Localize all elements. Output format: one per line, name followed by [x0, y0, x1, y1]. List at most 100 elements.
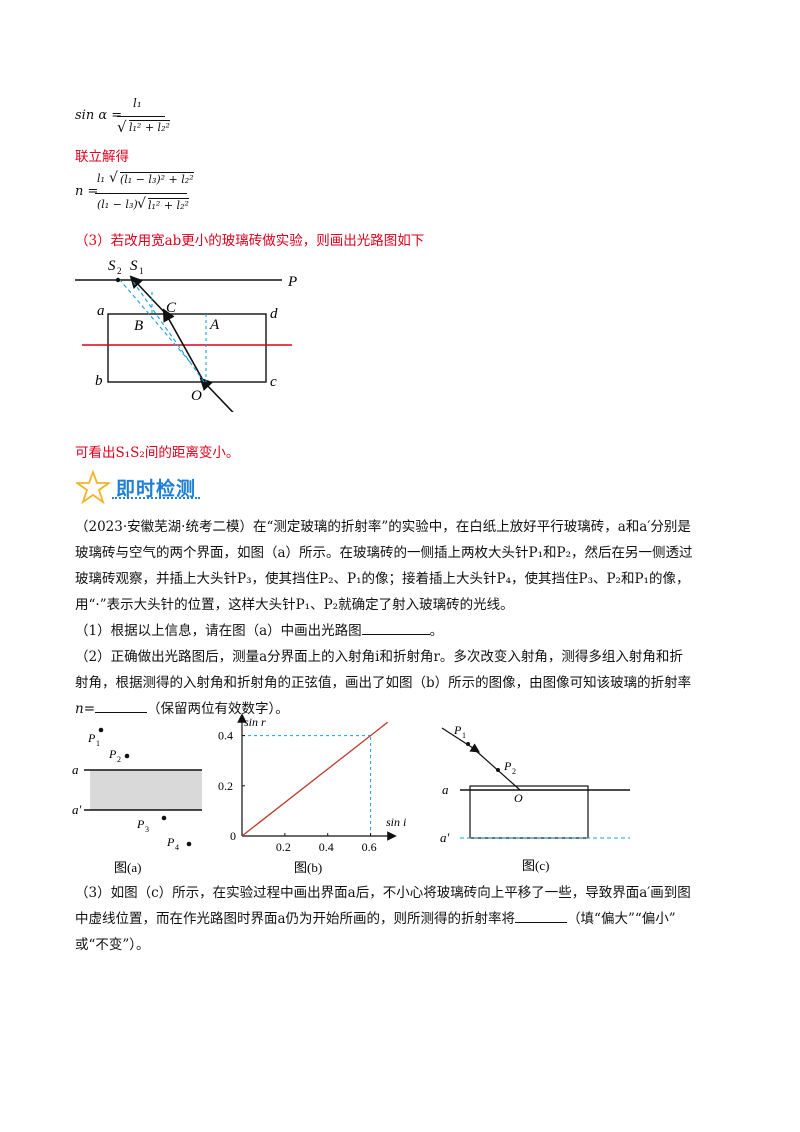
question-1: （1）根据以上信息，请在图（a）中画出光路图 。 — [75, 618, 443, 644]
question-1-text: （1）根据以上信息，请在图（a）中画出光路图 — [75, 623, 362, 639]
ray-incident — [199, 377, 234, 412]
formula2-num-a: l₁ — [97, 172, 105, 185]
x-tick-label: 0.2 — [276, 840, 291, 854]
label-P1-sub: 1 — [96, 739, 100, 748]
label-B: B — [134, 318, 143, 334]
label-P1-c-sub: 1 — [462, 731, 466, 740]
figure-c: P 1 P 2 O a a′ 图(c) — [440, 723, 630, 873]
y-tick-label: 0.4 — [218, 729, 233, 743]
formula1-numerator: l₁ — [133, 96, 142, 110]
label-P1-c: P — [453, 723, 462, 737]
label-a-c: a — [442, 782, 449, 797]
x-tick-label: 0.4 — [319, 840, 334, 854]
glass-block-a — [90, 770, 202, 810]
label-P4: P — [166, 835, 175, 849]
part3-answer: （3）若改用宽ab更小的玻璃砖做实验，则画出光路图如下 — [75, 233, 425, 249]
banner: 即时检测 — [76, 468, 206, 506]
label-S1: S — [130, 258, 138, 274]
label-d: d — [270, 306, 278, 322]
pin-P3 — [161, 815, 167, 821]
label-a: a — [72, 762, 79, 777]
question-line-2: 玻璃砖与空气的两个界面，如图（a）所示。在玻璃砖的一侧插上两枚大头针P₁和P₂，… — [75, 545, 693, 561]
caption-b: 图(b) — [294, 860, 322, 875]
label-S2: S — [108, 258, 116, 274]
formula1-lhs: sin α = — [75, 108, 123, 123]
figure-b-chart: 0.2 0.4 0.6 0.2 0.4 sin r sin i 0 图(b) — [218, 713, 406, 875]
label-P2-c: P — [503, 759, 512, 773]
incident-ray-c — [441, 727, 481, 753]
question-2-post: （保留两位有效数字）。 — [147, 701, 289, 717]
pin-P1-c — [466, 742, 470, 746]
y-axis-label: sin r — [244, 715, 266, 729]
label-P3-sub: 3 — [145, 825, 149, 834]
answer-blank-3[interactable] — [515, 908, 568, 923]
ray-diagram-top: S 2 S 1 P a b c d A B C O — [75, 258, 297, 412]
origin-label: 0 — [230, 829, 236, 843]
label-a-prime-c: a′ — [440, 830, 450, 845]
formula-sin-alpha: sin α = l₁ √ l₁² + l₂² — [75, 96, 195, 144]
label-P3: P — [136, 817, 145, 831]
label-P4-sub: 4 — [175, 843, 179, 852]
star-icon — [76, 470, 110, 504]
conclusion: 可看出S₁S₂间的距离变小。 — [75, 445, 240, 461]
label-c: c — [270, 374, 277, 390]
label-a-prime: a′ — [72, 802, 82, 817]
sqrt-sign: √ — [137, 196, 146, 212]
formula2-den-root: l₁² + l₂² — [148, 198, 189, 212]
question-3-line-2: 中虚线位置，而在作光路图时界面a仍为开始所画的，则所测得的折射率将 （填“偏大”“… — [75, 906, 676, 932]
label-P2-sub: 2 — [117, 755, 121, 764]
y-tick-label: 0.2 — [218, 779, 233, 793]
sqrt-sign: √ — [109, 170, 118, 186]
fraction-bar — [117, 116, 165, 117]
label-P2: P — [108, 747, 117, 761]
point-S2 — [115, 277, 121, 283]
question-2-line-1: （2）正确做出光路图后，测量a分界面上的入射角i和折射角r。多次改变入射角，测得… — [75, 649, 683, 665]
x-axis-label: sin i — [386, 815, 406, 829]
label-O: O — [191, 388, 202, 404]
banner-underline — [112, 497, 200, 499]
label-S1-sub: 1 — [139, 266, 144, 276]
label-C: C — [166, 300, 177, 316]
fraction-bar — [95, 193, 187, 194]
question-3-pre: 中虚线位置，而在作光路图时界面a仍为开始所画的，则所测得的折射率将 — [75, 911, 516, 927]
label-b: b — [95, 373, 103, 389]
banner-title: 即时检测 — [116, 478, 197, 500]
caption-c: 图(c) — [522, 858, 549, 873]
answer-blank-2[interactable] — [95, 698, 148, 713]
pin-P4 — [186, 841, 192, 847]
pin-P2 — [124, 753, 130, 759]
question-line-4: 用“·”表示大头针的位置，这样大头针P₁、P₂就确定了射入玻璃砖的光线。 — [75, 597, 514, 613]
pin-P1 — [98, 727, 104, 733]
question-line-1: （2023·安徽芜湖·统考二模）在“测定玻璃的折射率”的实验中，在白纸上放好平行… — [75, 519, 691, 535]
question-line-3: 玻璃砖观察，并插上大头针P₃，使其挡住P₂、P₁的像；接着插上大头针P₄，使其挡… — [75, 571, 690, 587]
glass-block — [107, 313, 267, 383]
answer-blank-1[interactable] — [361, 620, 430, 635]
formula1-denominator: l₁² + l₂² — [129, 120, 170, 134]
ray-emergent — [129, 275, 167, 315]
glass-block-c — [469, 785, 589, 839]
point-S1 — [131, 277, 137, 283]
pin-P2-c — [496, 768, 500, 772]
solve-label: 联立解得 — [75, 149, 129, 165]
question-1-end: 。 — [429, 623, 444, 639]
caption-a: 图(a) — [114, 860, 141, 875]
question-3-post: （填“偏大”“偏小” — [567, 911, 676, 927]
label-O-c: O — [514, 791, 523, 805]
sqrt-sign: √ — [117, 118, 127, 136]
question-3-line-1: （3）如图（c）所示，在实验过程中画出界面a后，不小心将玻璃砖向上平移了一些，导… — [75, 885, 691, 901]
question-2-line-2: 射角，根据测得的入射角和折射角的正弦值，画出了如图（b）所示的图像，由图像可知该… — [75, 675, 692, 691]
formula-n: n = l₁ √ (l₁ − l₃)² + l₂² (l₁ − l₃) √ l₁… — [75, 170, 235, 220]
figure-a: P 1 P 2 P 3 P 4 a a′ 图(a) — [72, 727, 202, 875]
x-tick-label: 0.6 — [362, 840, 377, 854]
question-2-n: n= — [75, 701, 96, 717]
formula2-den-a: (l₁ − l₃) — [97, 198, 138, 211]
ray-dashed-2 — [119, 279, 191, 363]
question-3-line-3: 或“不变”）。 — [75, 937, 150, 953]
ray-refracted — [162, 308, 205, 383]
label-S2-sub: 2 — [117, 266, 122, 276]
label-a: a — [97, 303, 105, 319]
label-P: P — [287, 274, 297, 290]
question-2-line-3: n= （保留两位有效数字）。 — [75, 696, 289, 722]
formula2-lhs: n = — [75, 184, 99, 199]
label-P2-c-sub: 2 — [512, 767, 516, 776]
